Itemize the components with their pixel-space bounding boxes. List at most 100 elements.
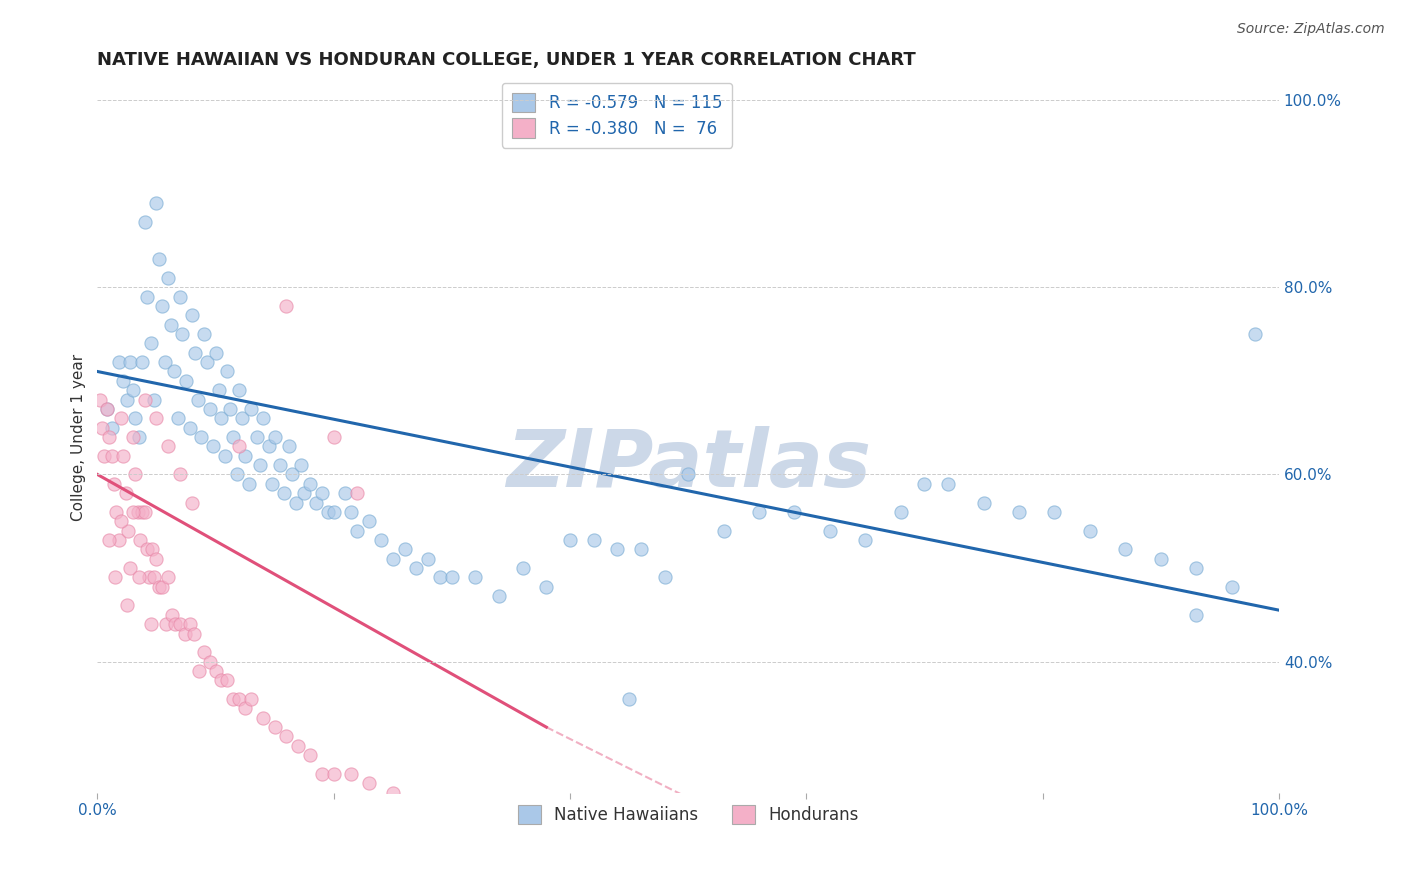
Point [179, 420, 201, 434]
Point [180, 309, 202, 323]
Point [222, 430, 245, 444]
Point [233, 449, 256, 463]
Point [238, 476, 260, 491]
Point [165, 617, 187, 632]
Point [139, 617, 162, 632]
Point [134, 392, 156, 407]
Point [117, 524, 139, 538]
Point [630, 542, 652, 557]
Point [208, 383, 231, 397]
Point [1244, 326, 1267, 341]
Point [96, 401, 118, 416]
Point [284, 495, 307, 509]
Point [276, 299, 298, 313]
Point [93, 449, 115, 463]
Point [269, 458, 291, 472]
Point [110, 411, 132, 425]
Point [311, 767, 333, 781]
Point [1220, 580, 1243, 594]
Point [134, 215, 156, 229]
Point [222, 692, 245, 706]
Point [184, 345, 207, 359]
Text: ZIPatlas: ZIPatlas [506, 426, 870, 505]
Point [160, 607, 183, 622]
Point [169, 290, 191, 304]
Point [131, 505, 153, 519]
Point [1008, 505, 1031, 519]
Point [159, 318, 181, 332]
Point [257, 439, 280, 453]
Point [157, 570, 180, 584]
Text: Source: ZipAtlas.com: Source: ZipAtlas.com [1237, 22, 1385, 37]
Point [214, 449, 236, 463]
Point [112, 374, 135, 388]
Point [252, 411, 274, 425]
Y-axis label: College, Under 1 year: College, Under 1 year [72, 353, 86, 521]
Point [281, 467, 304, 482]
Point [273, 486, 295, 500]
Point [100, 449, 122, 463]
Point [418, 551, 440, 566]
Point [91, 420, 114, 434]
Point [290, 458, 312, 472]
Point [155, 617, 177, 632]
Point [249, 458, 271, 472]
Point [316, 505, 339, 519]
Point [187, 392, 209, 407]
Point [153, 355, 176, 369]
Point [204, 345, 226, 359]
Point [183, 626, 205, 640]
Point [163, 364, 186, 378]
Point [340, 505, 363, 519]
Point [287, 739, 309, 753]
Point [322, 430, 344, 444]
Point [228, 439, 250, 453]
Point [405, 805, 427, 819]
Point [121, 505, 143, 519]
Point [1078, 524, 1101, 538]
Point [103, 476, 125, 491]
Point [1114, 542, 1136, 557]
Point [346, 486, 368, 500]
Point [96, 401, 118, 416]
Point [174, 374, 197, 388]
Point [558, 533, 581, 547]
Point [169, 617, 191, 632]
Point [340, 767, 363, 781]
Point [305, 495, 328, 509]
Point [322, 505, 344, 519]
Point [188, 664, 211, 678]
Point [322, 767, 344, 781]
Point [150, 580, 173, 594]
Point [217, 364, 239, 378]
Point [617, 692, 640, 706]
Point [246, 430, 269, 444]
Point [141, 542, 163, 557]
Point [136, 290, 159, 304]
Point [104, 570, 127, 584]
Point [239, 401, 262, 416]
Point [136, 542, 159, 557]
Point [914, 476, 936, 491]
Point [98, 533, 121, 547]
Point [166, 411, 188, 425]
Point [198, 655, 221, 669]
Point [292, 486, 315, 500]
Point [148, 580, 170, 594]
Point [748, 505, 770, 519]
Point [676, 467, 699, 482]
Point [107, 533, 129, 547]
Point [128, 430, 150, 444]
Point [195, 355, 218, 369]
Point [512, 561, 534, 575]
Point [157, 439, 180, 453]
Point [853, 533, 876, 547]
Point [381, 786, 404, 800]
Point [228, 692, 250, 706]
Point [169, 467, 191, 482]
Point [180, 495, 202, 509]
Point [121, 430, 143, 444]
Point [131, 355, 153, 369]
Point [394, 542, 416, 557]
Point [359, 776, 381, 790]
